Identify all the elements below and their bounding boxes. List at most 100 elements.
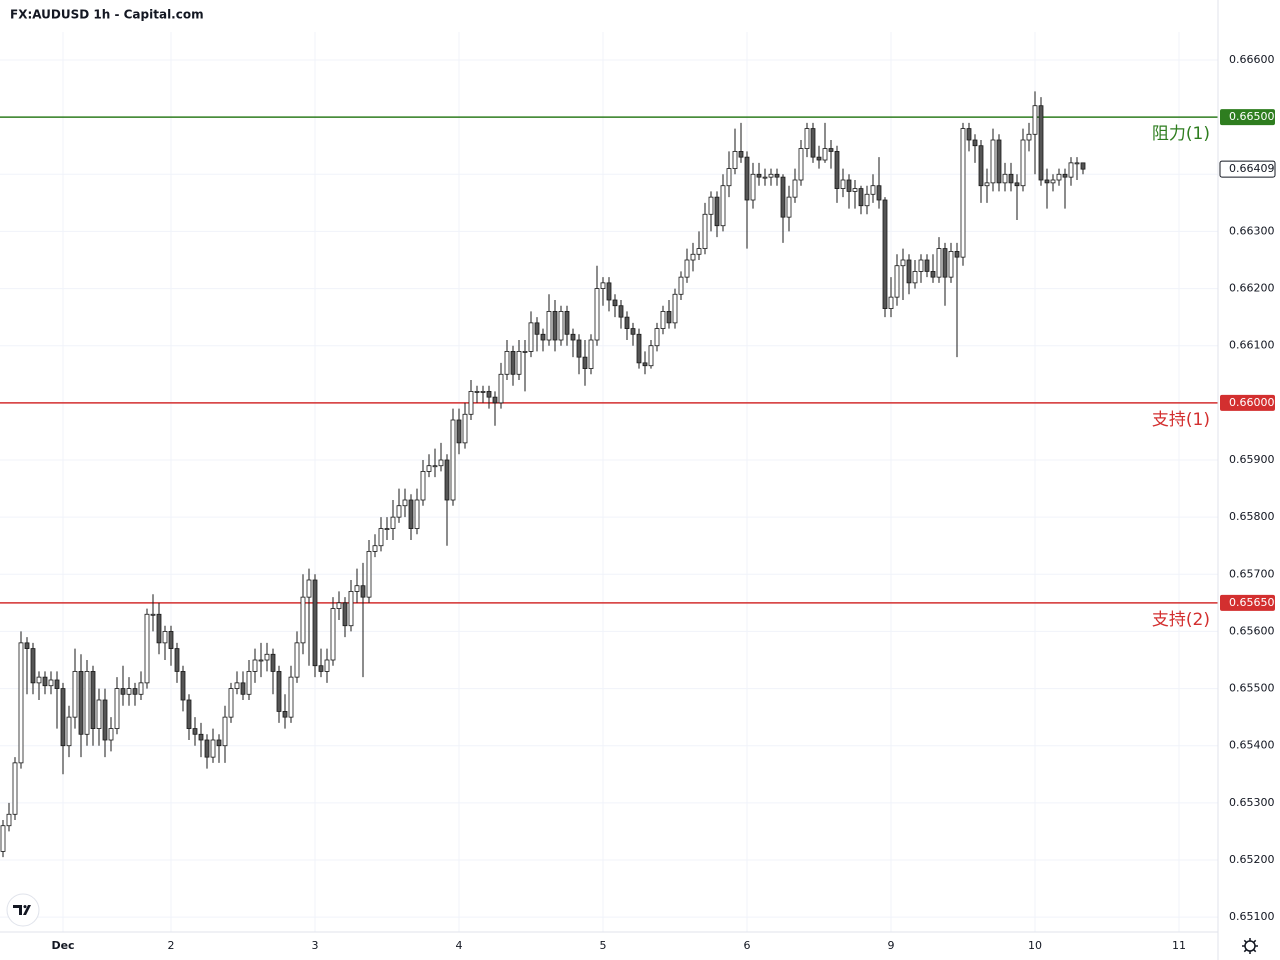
candle-body: [198, 733, 204, 741]
candle-body: [582, 356, 588, 369]
candle-body: [240, 682, 246, 695]
candle-body: [1020, 139, 1026, 187]
candle-body: [972, 139, 978, 147]
candle-body: [60, 688, 66, 747]
candle-body: [486, 391, 492, 398]
candle-body: [768, 173, 774, 178]
y-tick-label: 0.65800: [1229, 510, 1275, 523]
candle-body: [276, 671, 282, 712]
candle-body: [636, 333, 642, 364]
candle-body: [174, 648, 180, 672]
candle-body: [822, 148, 828, 161]
candle-body: [702, 213, 708, 249]
candle-body: [774, 173, 780, 178]
candle-body: [552, 311, 558, 341]
candle-body: [810, 128, 816, 158]
level-tag: [1220, 594, 1275, 611]
candle-body: [156, 613, 162, 644]
chart-title: FX:AUDUSD 1h - Capital.com: [10, 8, 204, 22]
candle-body: [540, 333, 546, 341]
level-tag-label: 0.66000: [1229, 396, 1275, 409]
candle-body: [1032, 105, 1038, 135]
candle-body: [42, 676, 48, 687]
candle-body: [342, 602, 348, 627]
candle-body: [624, 316, 630, 329]
candle-body: [1056, 173, 1062, 181]
candle-body: [294, 642, 300, 678]
candle-body: [678, 276, 684, 295]
candle-body: [96, 699, 102, 729]
candle-body: [660, 311, 666, 329]
candle-body: [90, 671, 96, 729]
candle-body: [192, 728, 198, 735]
candle-body: [834, 151, 840, 189]
candle-body: [948, 251, 954, 278]
candle-body: [738, 151, 744, 158]
y-tick-label: 0.65200: [1229, 853, 1275, 866]
level-tag-label: 0.65650: [1229, 596, 1275, 609]
candle-body: [348, 591, 354, 627]
candle-body: [282, 711, 288, 718]
candle-body: [84, 671, 90, 735]
candle-body: [618, 305, 624, 318]
candle-body: [1044, 179, 1050, 184]
candle-body: [666, 311, 672, 324]
candle-body: [594, 288, 600, 341]
x-tick-label: 2: [168, 939, 175, 952]
candle-body: [858, 188, 864, 207]
candle-body: [138, 682, 144, 695]
candle-body: [498, 373, 504, 404]
candle-body: [894, 265, 900, 298]
candle-body: [786, 196, 792, 218]
candle-body: [720, 185, 726, 227]
candle-body: [924, 259, 930, 272]
candle-body: [300, 596, 306, 644]
y-tick-label: 0.65600: [1229, 624, 1275, 637]
candle-body: [126, 688, 132, 695]
candle-body: [828, 148, 834, 152]
candle-body: [816, 156, 822, 161]
level-name: 阻力(1): [1152, 124, 1210, 144]
candle-body: [168, 631, 174, 649]
candle-body: [648, 345, 654, 367]
candle-body: [516, 351, 522, 375]
candle-body: [468, 391, 474, 415]
candle-body: [1050, 179, 1056, 184]
candle-body: [480, 391, 486, 393]
candle-body: [876, 185, 882, 201]
candle-body: [288, 676, 294, 718]
candle-body: [252, 659, 258, 672]
candle-body: [48, 679, 54, 687]
candle-body: [426, 465, 432, 472]
candle-body: [528, 322, 534, 352]
level-name: 支持(1): [1152, 410, 1210, 430]
y-tick-label: 0.66600: [1229, 53, 1275, 66]
last-price-tag: [1219, 160, 1276, 178]
candle-body: [930, 271, 936, 278]
candle-body: [960, 128, 966, 258]
candle-body: [1038, 105, 1044, 181]
candle-body: [942, 248, 948, 278]
candle-body: [108, 728, 114, 741]
x-tick-label: 9: [888, 939, 895, 952]
candle-body: [432, 465, 438, 468]
candle-body: [264, 653, 270, 661]
candle-body: [330, 608, 336, 661]
candle-body: [1062, 173, 1068, 178]
candle-body: [588, 339, 594, 369]
candle-body: [672, 293, 678, 324]
x-tick-label: Dec: [51, 939, 74, 952]
settings-icon[interactable]: [1242, 938, 1258, 954]
candle-body: [522, 351, 528, 353]
candle-body: [870, 185, 876, 195]
level-tag: [1220, 109, 1275, 126]
candle-body: [372, 545, 378, 552]
candle-body: [762, 176, 768, 179]
candle-body: [684, 259, 690, 278]
last-price-label: 0.66409: [1229, 162, 1275, 175]
candle-body: [756, 173, 762, 178]
candle-body: [918, 259, 924, 272]
candle-body: [162, 631, 168, 644]
level-tag: [1220, 394, 1275, 411]
